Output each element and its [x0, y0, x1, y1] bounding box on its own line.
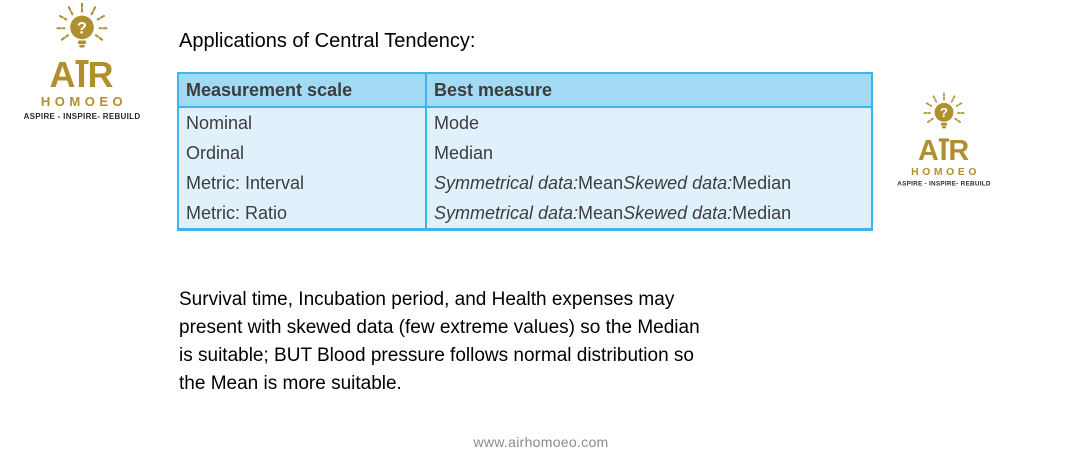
table-row: Ordinal Median [179, 138, 871, 168]
measure-segment: Median [732, 172, 792, 193]
table-header-row: Measurement scale Best measure [179, 74, 871, 108]
central-tendency-table: Measurement scale Best measure Nominal M… [177, 72, 873, 231]
measure-cell: Mode [427, 108, 871, 138]
macron-bar [938, 138, 950, 142]
scale-cell: Nominal [179, 108, 427, 138]
brand-logo-left: ? AIR HOMOEO ASPIRE - INSPIRE- REBUILD [20, 2, 144, 121]
brand-sub: HOMOEO [40, 93, 128, 109]
measure-segment: Median [434, 142, 494, 163]
page-title: Applications of Central Tendency: [179, 30, 476, 52]
question-mark-glyph: ? [940, 105, 948, 120]
scale-cell: Ordinal [179, 138, 427, 168]
brand-name-wrap: AIR [918, 136, 970, 165]
brand-tagline: ASPIRE - INSPIRE- REBUILD [897, 179, 991, 187]
lightbulb-icon: ? [923, 92, 965, 129]
table-row: Metric: Ratio Symmetrical data: Mean Ske… [179, 198, 871, 228]
brand-tagline: ASPIRE - INSPIRE- REBUILD [23, 111, 141, 121]
measure-segment: Mean [578, 172, 624, 193]
column-header-measurement-scale: Measurement scale [179, 74, 427, 106]
explanation-text: Survival time, Incubation period, and He… [179, 286, 700, 398]
measure-segment: Skewed data: [623, 172, 733, 193]
measure-segment: Skewed data: [623, 202, 733, 223]
measure-cell: Symmetrical data: Mean Skewed data: Medi… [427, 168, 871, 198]
footer-url: www.airhomoeo.com [473, 434, 609, 450]
lightbulb-icon: ? [56, 2, 108, 48]
brand-logo-right: ? AIR HOMOEO ASPIRE - INSPIRE- REBUILD [894, 92, 993, 187]
table-row: Metric: Interval Symmetrical data: Mean … [179, 168, 871, 198]
explanation-line: present with skewed data (few extreme va… [179, 317, 700, 338]
measure-segment: Symmetrical data: [434, 172, 579, 193]
scale-cell: Metric: Interval [179, 168, 427, 198]
table-body: Nominal Mode Ordinal Median Metric: Inte… [179, 108, 871, 228]
explanation-line: Survival time, Incubation period, and He… [179, 289, 675, 310]
question-mark-glyph: ? [77, 19, 87, 38]
measure-segment: Symmetrical data: [434, 202, 579, 223]
measure-segment: Mode [434, 112, 480, 133]
scale-cell: Metric: Ratio [179, 198, 427, 228]
measure-cell: Symmetrical data: Mean Skewed data: Medi… [427, 198, 871, 228]
brand-sub: HOMOEO [911, 165, 981, 178]
explanation-line: is suitable; BUT Blood pressure follows … [179, 345, 694, 366]
measure-cell: Median [427, 138, 871, 168]
brand-name-wrap: AIR [50, 57, 115, 93]
explanation-line: the Mean is more suitable. [179, 373, 402, 394]
macron-bar [75, 60, 89, 64]
table-row: Nominal Mode [179, 108, 871, 138]
column-header-best-measure: Best measure [434, 79, 553, 100]
measure-segment: Mean [578, 202, 624, 223]
measure-segment: Median [732, 202, 792, 223]
